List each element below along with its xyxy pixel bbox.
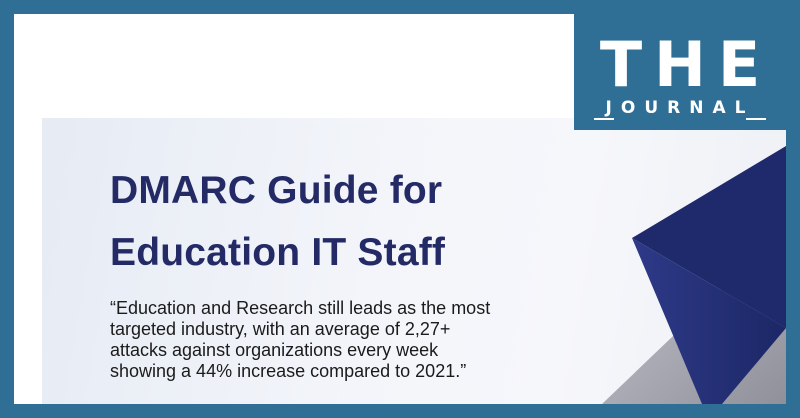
content-panel: DMARC Guide for Education IT Staff “Educ…	[42, 118, 786, 404]
logo-letter-h: H	[654, 28, 706, 101]
quote-line-2: targeted industry, with an average of 2,…	[110, 319, 451, 339]
logo-letter-e: E	[717, 28, 761, 101]
logo-rule-right	[746, 118, 766, 120]
quote-line-3: attacks against organizations every week	[110, 340, 439, 360]
triangle-dark-upper	[632, 146, 786, 328]
title-line-1: DMARC Guide for	[110, 169, 443, 212]
quote-text: “Education and Research still leads as t…	[110, 298, 580, 382]
quote-line-1: “Education and Research still leads as t…	[110, 298, 491, 318]
logo-letters: T H E	[594, 28, 766, 101]
title-line-2: Education IT Staff	[110, 231, 446, 274]
decorative-triangle-graphic	[602, 146, 786, 404]
the-journal-logo: T H E JOURNAL	[574, 14, 786, 130]
logo-rule-left	[594, 118, 614, 120]
quote-line-4: showing a 44% increase compared to 2021.…	[110, 361, 467, 381]
page-title: DMARC Guide for Education IT Staff	[110, 160, 570, 284]
logo-letter-t: T	[599, 28, 643, 101]
logo-subtitle: JOURNAL	[605, 98, 755, 118]
triangle-mid	[632, 238, 786, 404]
